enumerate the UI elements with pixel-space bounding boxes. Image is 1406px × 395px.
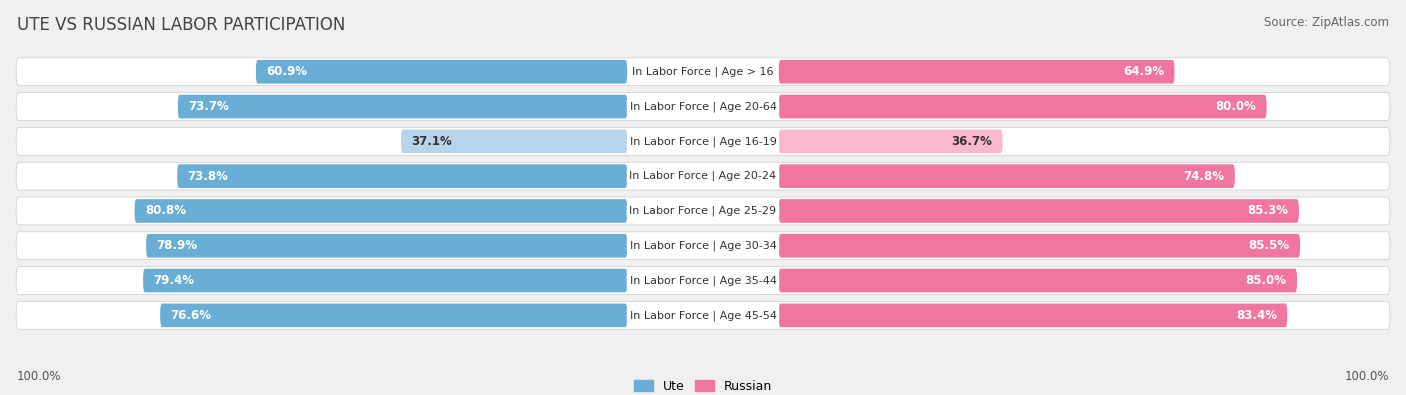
Text: 85.3%: 85.3% [1247, 205, 1288, 218]
FancyBboxPatch shape [779, 269, 1298, 292]
FancyBboxPatch shape [160, 303, 627, 327]
FancyBboxPatch shape [779, 130, 1002, 153]
Text: 60.9%: 60.9% [266, 65, 308, 78]
FancyBboxPatch shape [15, 197, 1391, 225]
FancyBboxPatch shape [15, 301, 1391, 329]
Text: 37.1%: 37.1% [412, 135, 453, 148]
Text: In Labor Force | Age 16-19: In Labor Force | Age 16-19 [630, 136, 776, 147]
FancyBboxPatch shape [15, 267, 1391, 294]
FancyBboxPatch shape [143, 269, 627, 292]
Text: In Labor Force | Age > 16: In Labor Force | Age > 16 [633, 66, 773, 77]
Text: 76.6%: 76.6% [170, 309, 211, 322]
Legend: Ute, Russian: Ute, Russian [630, 375, 776, 395]
FancyBboxPatch shape [401, 130, 627, 153]
Text: In Labor Force | Age 45-54: In Labor Force | Age 45-54 [630, 310, 776, 321]
Text: 78.9%: 78.9% [156, 239, 197, 252]
Text: In Labor Force | Age 20-64: In Labor Force | Age 20-64 [630, 101, 776, 112]
Text: In Labor Force | Age 30-34: In Labor Force | Age 30-34 [630, 241, 776, 251]
Text: Source: ZipAtlas.com: Source: ZipAtlas.com [1264, 16, 1389, 29]
FancyBboxPatch shape [779, 60, 1174, 84]
Text: In Labor Force | Age 20-24: In Labor Force | Age 20-24 [630, 171, 776, 181]
Text: 100.0%: 100.0% [17, 370, 62, 383]
FancyBboxPatch shape [256, 60, 627, 84]
FancyBboxPatch shape [779, 303, 1288, 327]
FancyBboxPatch shape [177, 164, 627, 188]
Text: 85.5%: 85.5% [1249, 239, 1289, 252]
Text: In Labor Force | Age 25-29: In Labor Force | Age 25-29 [630, 206, 776, 216]
Text: 73.8%: 73.8% [187, 169, 228, 182]
Text: 80.8%: 80.8% [145, 205, 186, 218]
Text: 36.7%: 36.7% [952, 135, 993, 148]
FancyBboxPatch shape [15, 232, 1391, 260]
Text: 100.0%: 100.0% [1344, 370, 1389, 383]
Text: 74.8%: 74.8% [1184, 169, 1225, 182]
Text: 80.0%: 80.0% [1215, 100, 1256, 113]
FancyBboxPatch shape [779, 164, 1234, 188]
FancyBboxPatch shape [779, 199, 1299, 223]
Text: 83.4%: 83.4% [1236, 309, 1277, 322]
Text: 64.9%: 64.9% [1123, 65, 1164, 78]
FancyBboxPatch shape [135, 199, 627, 223]
FancyBboxPatch shape [177, 95, 627, 118]
FancyBboxPatch shape [15, 128, 1391, 155]
FancyBboxPatch shape [779, 234, 1301, 258]
Text: UTE VS RUSSIAN LABOR PARTICIPATION: UTE VS RUSSIAN LABOR PARTICIPATION [17, 16, 346, 34]
Text: 79.4%: 79.4% [153, 274, 194, 287]
FancyBboxPatch shape [15, 58, 1391, 86]
Text: 73.7%: 73.7% [188, 100, 229, 113]
FancyBboxPatch shape [146, 234, 627, 258]
Text: In Labor Force | Age 35-44: In Labor Force | Age 35-44 [630, 275, 776, 286]
FancyBboxPatch shape [15, 162, 1391, 190]
Text: 85.0%: 85.0% [1246, 274, 1286, 287]
FancyBboxPatch shape [779, 95, 1267, 118]
FancyBboxPatch shape [15, 93, 1391, 120]
